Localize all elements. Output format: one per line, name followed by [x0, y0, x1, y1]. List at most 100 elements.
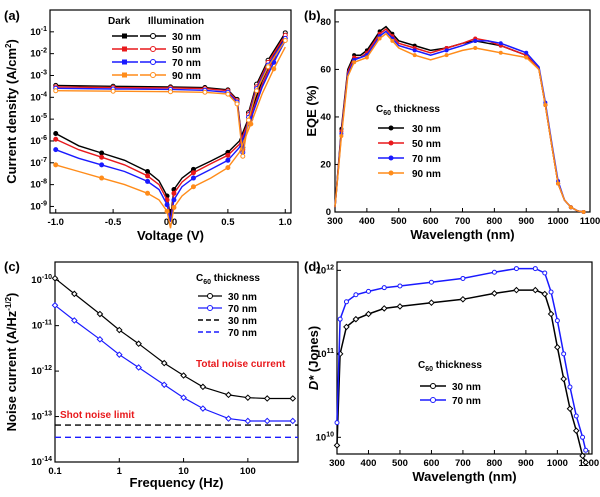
- panel-c-total-marker-1-0: [51, 302, 59, 309]
- panel-c-total-marker-1-8: [225, 415, 232, 422]
- panel-b-eqe: 300 400 500 600 700 800 900 1000 1100 0 20 40 60 80(b…: [304, 8, 600, 242]
- panel-a-dark-line-1: [55, 38, 286, 222]
- panel-c-total-marker-1-9: [244, 417, 252, 425]
- panel-d-marker-1-11: [532, 266, 538, 272]
- panel-b-marker-3-5: [412, 53, 417, 58]
- panel-c-annotation-total: Total noise current: [196, 359, 286, 370]
- panel-a-legend-label-1: 50 nm: [172, 45, 201, 56]
- panel-c-xlabel: Frequency (Hz): [130, 475, 224, 490]
- panel-d-marker-1-2: [343, 299, 349, 305]
- panel-a-dark-marker-2-5: [190, 175, 196, 181]
- panel-d-plot-frame: [336, 261, 593, 455]
- panel-c-legend-marker-1: [207, 305, 213, 311]
- panel-a-legend-label-3: 90 nm: [172, 71, 201, 82]
- panel-c-total-marker-0-11: [289, 395, 297, 402]
- panel-c-ytick-label-0: 10-14: [31, 456, 52, 468]
- panel-d-marker-1-17: [573, 413, 579, 419]
- panel-a-legend-dark-marker-3: [122, 72, 127, 78]
- panel-a-light-marker-3-3: [202, 89, 208, 95]
- panel-a-legend-light-marker-3: [150, 72, 156, 78]
- panel-b-line-3: [334, 32, 584, 213]
- panel-b-marker-3-11: [556, 181, 561, 186]
- panel-b-marker-3-12: [568, 205, 573, 210]
- panel-d-legend-marker-1: [430, 397, 436, 403]
- panel-a-legend-header-illum: Illumination: [148, 16, 204, 27]
- panel-c-total-marker-1-6: [180, 394, 187, 401]
- panel-d-xtick-label-8: 1100: [579, 458, 600, 469]
- panel-b-legend-label-2: 70 nm: [412, 154, 441, 165]
- panel-d-marker-1-19: [583, 447, 589, 453]
- panel-d-marker-1-16: [567, 384, 573, 390]
- panel-a-light-marker-3-8: [254, 88, 260, 94]
- panel-a-legend-dark-marker-1: [122, 46, 127, 52]
- panel-c-total-marker-1-11: [289, 417, 297, 425]
- panel-d-marker-0-0: [333, 442, 341, 449]
- panel-a-ytick-label-0: 10-9: [30, 200, 47, 212]
- panel-d-marker-1-1: [337, 316, 343, 322]
- panel-d-marker-0-3: [352, 315, 360, 323]
- panel-a-ytick-label-5: 10-4: [30, 91, 47, 103]
- panel-b-legend-marker-2: [388, 155, 394, 161]
- panel-a-light-marker-3-10: [282, 38, 288, 44]
- panel-c-total-marker-0-2: [96, 310, 104, 318]
- panel-c-total-marker-0-6: [180, 372, 187, 379]
- panel-d-marker-0-9: [491, 290, 498, 297]
- panel-d-marker-0-2: [343, 323, 350, 331]
- panel-d-marker-0-7: [428, 299, 435, 306]
- panel-a-xtick-label-2: 0.0: [164, 217, 177, 228]
- panel-c-legend-label-0: 30 nm: [228, 292, 257, 303]
- panel-b-marker-3-6: [444, 53, 449, 58]
- panel-c-xtick-label-1: 1: [117, 466, 123, 477]
- panel-a-dark-marker-1-1: [99, 154, 105, 160]
- panel-b-marker-2-5: [412, 48, 417, 53]
- panel-c-xtick-label-3: 100: [240, 466, 256, 477]
- panel-d-marker-1-9: [491, 269, 497, 275]
- panel-a-xtick-label-0: -1.0: [48, 217, 64, 228]
- panel-a-light-marker-3-2: [168, 89, 173, 95]
- panel-b-marker-3-8: [498, 50, 503, 55]
- panel-b-ytick-label-0: 0: [326, 207, 331, 218]
- panel-a-dark-marker-3-4: [171, 204, 177, 210]
- panel-a-ytick-label-7: 10-2: [30, 48, 47, 60]
- panel-a-dark-marker-1-6: [225, 152, 231, 158]
- panel-b-xlabel: Wavelength (nm): [410, 227, 514, 242]
- panel-a-xtick-label-1: -0.5: [105, 217, 122, 228]
- panel-b-marker-2-6: [444, 48, 449, 53]
- panel-a-xtick-label-4: 1.0: [279, 217, 292, 228]
- panel-c-total-marker-0-8: [225, 391, 232, 399]
- panel-c-noise-current: 0.1 1 10 100 10-14 10-13 10-12 10-11 10-10 (c) Fre…: [4, 259, 299, 490]
- panel-b-xtick-label-1: 400: [359, 216, 375, 227]
- panel-d-legend-marker-0: [430, 383, 436, 389]
- panel-a-dark-marker-3-5: [190, 184, 196, 190]
- panel-a-dark-line-2: [55, 40, 286, 222]
- panel-a-ytick-label-3: 10-6: [30, 135, 47, 147]
- panel-b-legend-label-1: 50 nm: [412, 139, 441, 150]
- panel-c-total-marker-0-9: [244, 394, 252, 401]
- panel-d-marker-0-19: [582, 459, 590, 466]
- panel-c-xtick-label-2: 10: [178, 466, 189, 477]
- panel-a-ytick-label-4: 10-5: [30, 113, 47, 125]
- panel-b-xtick-label-6: 900: [518, 216, 534, 227]
- panel-a-dark-marker-1-2: [145, 173, 151, 179]
- panel-b-legend-marker-3: [388, 170, 394, 176]
- panel-d-marker-1-18: [580, 434, 586, 440]
- panel-d-ytick-label-1: 1011: [316, 348, 334, 360]
- panel-d-marker-1-13: [548, 289, 554, 295]
- panel-d-marker-0-8: [459, 295, 467, 303]
- panel-b-legend-marker-1: [388, 140, 394, 146]
- panel-c-ytick-label-1: 10-13: [31, 411, 52, 423]
- panel-b-marker-3-9: [524, 55, 529, 60]
- panel-d-marker-0-14: [554, 343, 561, 351]
- panel-a-dark-marker-1-0: [53, 136, 59, 142]
- panel-d-marker-0-11: [532, 286, 539, 294]
- panel-a-light-marker-3-5: [234, 101, 240, 107]
- panel-d-marker-0-12: [541, 290, 549, 298]
- panel-b-ytick-label-1: 20: [320, 159, 331, 170]
- panel-d-marker-0-10: [513, 286, 520, 294]
- panel-b-ytick-label-4: 80: [320, 17, 331, 28]
- panel-a-ytick-label-6: 10-3: [30, 69, 47, 81]
- panel-d-marker-1-7: [428, 279, 434, 285]
- panel-d-marker-1-10: [513, 266, 519, 272]
- panel-d-xtick-label-3: 600: [424, 458, 440, 469]
